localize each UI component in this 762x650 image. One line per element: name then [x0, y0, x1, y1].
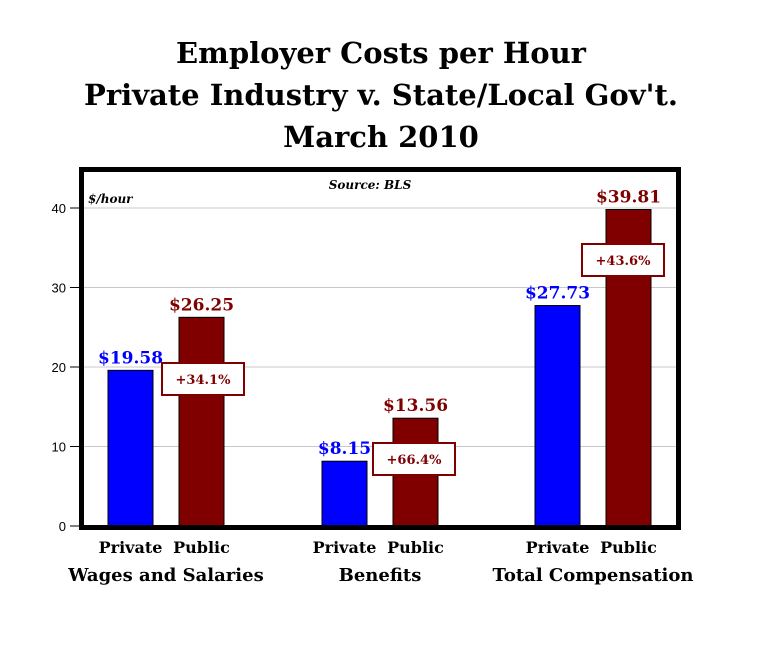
y-tick-label: 30	[52, 281, 66, 296]
chart-title-line-1: Employer Costs per Hour	[176, 36, 587, 70]
y-tick-label: 20	[52, 360, 66, 375]
source-note: Source: BLS	[329, 178, 412, 192]
data-label: $8.15	[318, 439, 371, 459]
chart-title-line-3: March 2010	[283, 120, 479, 154]
pct-diff-box	[372, 442, 456, 476]
x-category-label: Public	[173, 538, 230, 557]
x-group-label: Wages and Salaries	[67, 565, 263, 586]
pct-diff-label: +43.6%	[596, 254, 652, 269]
y-axis-label: $/hour	[88, 192, 134, 206]
y-tick-label: 10	[52, 440, 66, 455]
y-tick-label: 0	[59, 519, 66, 534]
pct-diff-box	[161, 362, 245, 396]
bar-public	[178, 316, 225, 527]
pct-diff-box	[581, 243, 665, 277]
bar-private	[534, 305, 581, 527]
pct-diff-label: +66.4%	[387, 453, 443, 468]
bar-private	[321, 460, 368, 527]
data-label: $39.81	[596, 188, 661, 208]
y-tick-label: 40	[52, 201, 66, 216]
pct-diff-label: +34.1%	[176, 373, 232, 388]
x-category-label: Public	[600, 538, 657, 557]
x-category-label: Private	[99, 538, 163, 557]
data-label: $13.56	[383, 396, 448, 416]
bar-private	[107, 369, 154, 527]
x-category-label: Public	[387, 538, 444, 557]
x-group-label: Benefits	[339, 565, 422, 586]
data-label: $27.73	[525, 284, 590, 304]
x-group-label: Total Compensation	[493, 565, 694, 586]
x-category-label: Private	[526, 538, 590, 557]
data-label: $19.58	[98, 348, 163, 368]
x-category-label: Private	[313, 538, 377, 557]
plot-frame	[79, 167, 681, 530]
data-label: $26.25	[169, 295, 234, 315]
chart-title-line-2: Private Industry v. State/Local Gov't.	[84, 78, 678, 112]
